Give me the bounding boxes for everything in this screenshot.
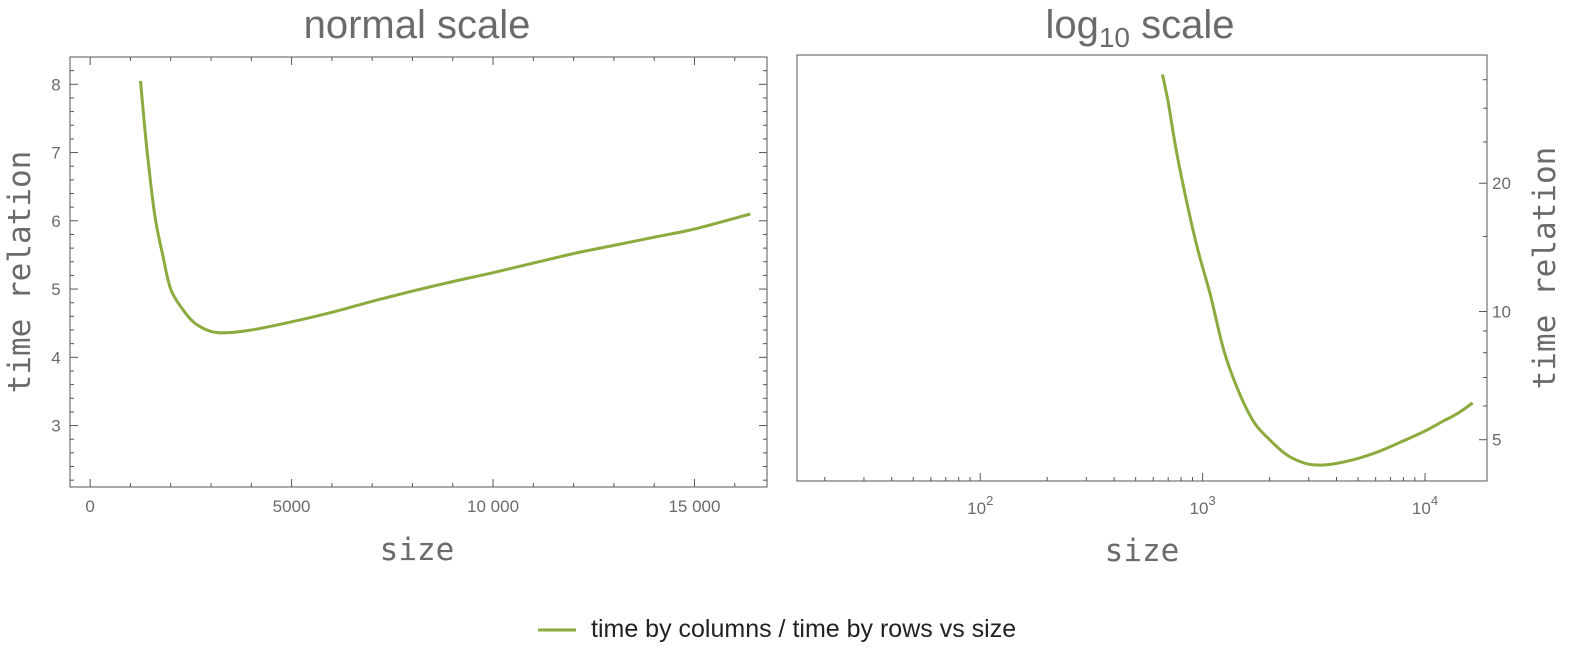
normal-scale-panel: normal scale 0 5000 10 000 15 000 3 4 5 6 7 8 siz… (2, 3, 768, 568)
y-tick-label-normal: 8 (51, 75, 60, 94)
x-axis-label-normal: size (380, 532, 455, 568)
chart-title-normal: normal scale (304, 3, 531, 47)
y-tick-label-log: 10 (1492, 302, 1511, 321)
y-tick-label-normal: 4 (51, 348, 60, 367)
legend-label: time by columns / time by rows vs size (591, 615, 1016, 643)
x-tick-label-exp: 3 (1208, 493, 1215, 508)
x-tick-label-log: 102 (967, 493, 993, 518)
x-tick-label-base: 10 (1190, 499, 1209, 518)
y-tick-label-log: 20 (1492, 174, 1511, 193)
y-tick-label-log: 5 (1492, 431, 1501, 450)
x-tick-label-normal: 10 000 (467, 497, 519, 516)
y-tick-label-normal: 6 (51, 212, 60, 231)
y-tick-label-normal: 7 (51, 144, 60, 163)
x-tick-label-log: 104 (1412, 493, 1438, 518)
plot-frame-normal (69, 56, 768, 488)
x-tick-label-base: 10 (1412, 499, 1431, 518)
x-tick-label-exp: 4 (1431, 493, 1438, 508)
y-axis-label-normal: time relation (2, 151, 38, 394)
log-title-base: log (1045, 3, 1098, 47)
x-tick-label-normal: 15 000 (668, 497, 720, 516)
y-tick-label-normal: 3 (51, 417, 60, 436)
x-tick-label-log: 103 (1190, 493, 1216, 518)
series-line-normal (139, 80, 751, 335)
log-title-rest: scale (1130, 3, 1235, 47)
x-tick-label-normal: 5000 (273, 497, 311, 516)
x-tick-label-base: 10 (967, 499, 986, 518)
chart-title-log: log10 scale (1045, 3, 1234, 53)
plot-frame-log (796, 54, 1488, 482)
x-tick-label-exp: 2 (986, 493, 993, 508)
log-title-sub: 10 (1099, 22, 1130, 53)
legend: time by columns / time by rows vs size (538, 615, 1016, 643)
y-axis-label-log: time relation (1527, 147, 1563, 390)
x-tick-label-normal: 0 (85, 497, 94, 516)
ticks-normal: 0 5000 10 000 15 000 3 4 5 6 7 8 (51, 57, 767, 516)
y-tick-label-normal: 5 (51, 280, 60, 299)
series-line-log (1161, 74, 1474, 467)
x-axis-label-log: size (1105, 533, 1180, 569)
